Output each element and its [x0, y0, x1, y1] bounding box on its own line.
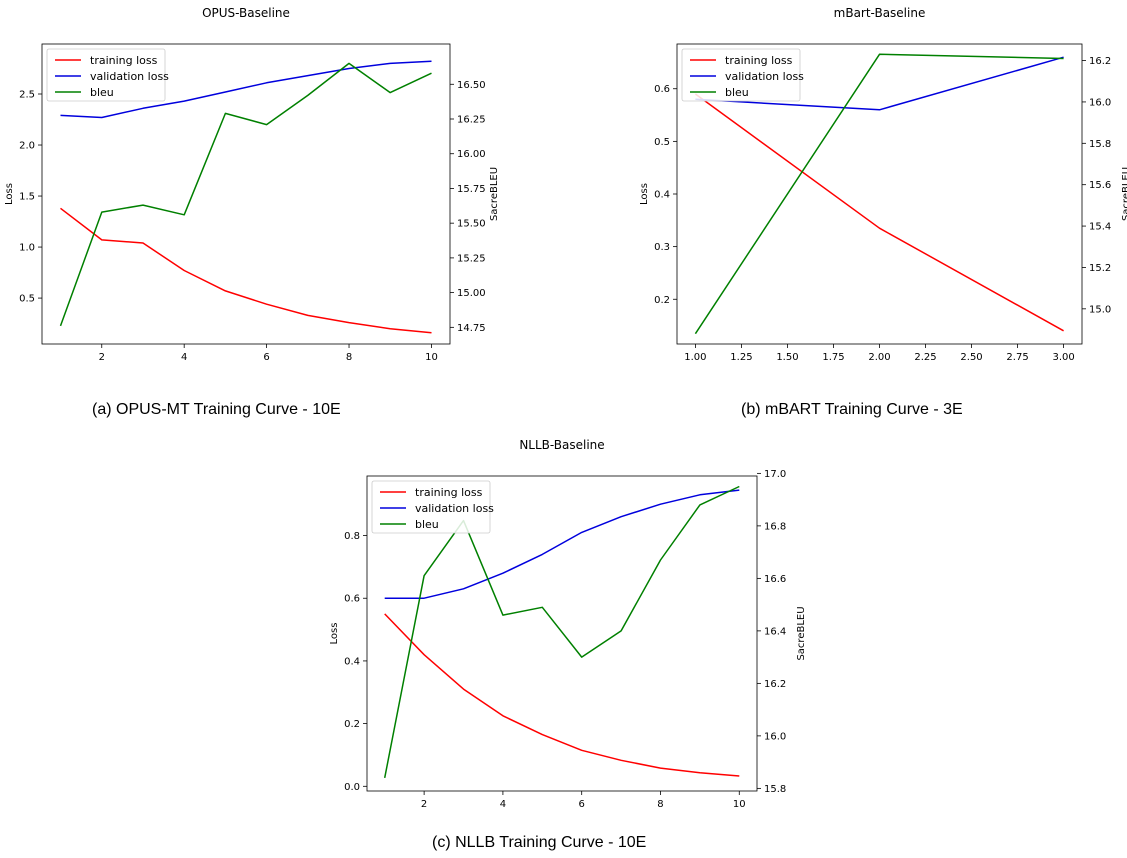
- x-tick-label: 6: [579, 799, 585, 810]
- x-tick-label: 4: [500, 799, 506, 810]
- chart-title: NLLB-Baseline: [519, 438, 604, 452]
- x-tick-label: 10: [425, 352, 438, 363]
- series-line-training-loss: [60, 207, 432, 334]
- y-axis-label: Loss: [4, 183, 15, 205]
- x-tick-label: 2.25: [914, 352, 936, 363]
- y-tick-label: 1.5: [19, 192, 35, 203]
- legend: training loss validation loss bleu: [681, 48, 804, 102]
- mbart-baseline-chart: mBart-Baseline 1.00 1.25 1.50 1.75 2.00 2.25 2.…: [639, 6, 1127, 363]
- y2-tick-label: 16.00: [457, 149, 486, 160]
- x-tick-label: 1.00: [684, 352, 706, 363]
- y2-tick-label: 15.0: [1089, 304, 1111, 315]
- x-tick-label: 2: [99, 352, 105, 363]
- y2-tick-label: 15.25: [457, 253, 486, 264]
- x-tick-label: 1.50: [776, 352, 798, 363]
- y2-tick-label: 16.25: [457, 115, 486, 126]
- y2-tick-label: 15.75: [457, 184, 486, 195]
- legend-label: validation loss: [90, 70, 169, 83]
- y2-axis-label: SacreBLEU: [1121, 167, 1127, 221]
- y-tick-label: 0.4: [654, 190, 670, 201]
- y2-tick-label: 16.2: [764, 679, 786, 690]
- y2-tick-label: 15.50: [457, 219, 486, 230]
- series-line-training-loss: [694, 93, 1064, 332]
- plot-frame: [41, 43, 451, 345]
- plot-frame: [366, 475, 758, 792]
- x-tick-label: 3.00: [1052, 352, 1074, 363]
- y-tick-label: 0.8: [344, 531, 360, 542]
- y-tick-label: 0.5: [654, 137, 670, 148]
- y2-tick-label: 15.2: [1089, 263, 1111, 274]
- y2-tick-label: 15.8: [764, 784, 786, 795]
- chart-title: mBart-Baseline: [834, 6, 926, 20]
- y-tick-label: 0.5: [19, 294, 35, 305]
- y2-tick-label: 16.4: [764, 626, 786, 637]
- series-line-validation-loss: [695, 56, 1064, 111]
- nllb-baseline-chart: NLLB-Baseline 2 4 6 8 10 0.0 0.2 0.4 0.6 0.8 15.8 16…: [329, 438, 807, 810]
- legend-label: validation loss: [415, 502, 494, 515]
- y-tick-label: 0.2: [344, 719, 360, 730]
- opus-baseline-chart: OPUS-Baseline 2 4 6 8 10 0.5 1.0 1.5 2.0 2.5 14.75 1…: [4, 6, 500, 363]
- legend-box: [46, 48, 166, 102]
- series-line-bleu: [694, 53, 1064, 335]
- y-tick-label: 0.6: [654, 84, 670, 95]
- chart-title: OPUS-Baseline: [202, 6, 290, 20]
- legend-label: bleu: [90, 86, 114, 99]
- legend-label: validation loss: [725, 70, 804, 83]
- y-tick-label: 0.0: [344, 782, 360, 793]
- y-tick-label: 0.2: [654, 295, 670, 306]
- y-tick-label: 0.3: [654, 242, 670, 253]
- legend-label: bleu: [725, 86, 749, 99]
- x-tick-label: 6: [263, 352, 269, 363]
- y-axis-label: Loss: [639, 183, 650, 205]
- x-tick-label: 10: [733, 799, 746, 810]
- y-tick-label: 2.5: [19, 90, 35, 101]
- x-tick-label: 1.75: [822, 352, 844, 363]
- x-tick-label: 1.25: [730, 352, 752, 363]
- caption-opus: (a) OPUS-MT Training Curve - 10E: [92, 401, 341, 418]
- series-line-validation-loss: [60, 60, 432, 119]
- caption-mbart: (b) mBART Training Curve - 3E: [741, 401, 963, 418]
- y-tick-label: 0.4: [344, 656, 360, 667]
- y2-tick-label: 14.75: [457, 323, 486, 334]
- legend-label: training loss: [90, 54, 158, 67]
- legend: training loss validation loss bleu: [371, 480, 494, 534]
- y2-tick-label: 17.0: [764, 469, 786, 480]
- y2-tick-label: 16.2: [1089, 56, 1111, 67]
- y2-tick-label: 16.6: [764, 574, 786, 585]
- x-tick-label: 2: [421, 799, 427, 810]
- x-tick-label: 4: [181, 352, 187, 363]
- legend-box: [371, 480, 491, 534]
- x-tick-label: 2.75: [1006, 352, 1028, 363]
- series-line-validation-loss: [384, 489, 740, 599]
- legend-box: [681, 48, 801, 102]
- series-line-bleu: [59, 62, 432, 327]
- y2-tick-label: 16.8: [764, 521, 786, 532]
- x-tick-label: 2.00: [868, 352, 890, 363]
- legend-label: training loss: [415, 486, 483, 499]
- x-tick-label: 2.50: [960, 352, 982, 363]
- y2-tick-label: 16.50: [457, 80, 486, 91]
- y-tick-label: 0.6: [344, 594, 360, 605]
- y-tick-label: 1.0: [19, 243, 35, 254]
- y2-tick-label: 15.00: [457, 288, 486, 299]
- y-tick-label: 2.0: [19, 141, 35, 152]
- y2-tick-label: 16.0: [764, 731, 786, 742]
- series-line-bleu: [383, 485, 740, 779]
- legend-label: training loss: [725, 54, 793, 67]
- y-axis-label: Loss: [329, 623, 340, 645]
- caption-nllb: (c) NLLB Training Curve - 10E: [432, 834, 647, 851]
- x-tick-label: 8: [346, 352, 352, 363]
- legend: training loss validation loss bleu: [46, 48, 169, 102]
- legend-label: bleu: [415, 518, 439, 531]
- y2-axis-label: SacreBLEU: [489, 167, 500, 221]
- y2-tick-label: 15.8: [1089, 139, 1111, 150]
- x-tick-label: 8: [657, 799, 663, 810]
- y2-tick-label: 16.0: [1089, 97, 1111, 108]
- y2-tick-label: 15.6: [1089, 180, 1111, 191]
- y2-axis-label: SacreBLEU: [796, 606, 807, 660]
- y2-tick-label: 15.4: [1089, 222, 1111, 233]
- series-line-training-loss: [384, 613, 740, 777]
